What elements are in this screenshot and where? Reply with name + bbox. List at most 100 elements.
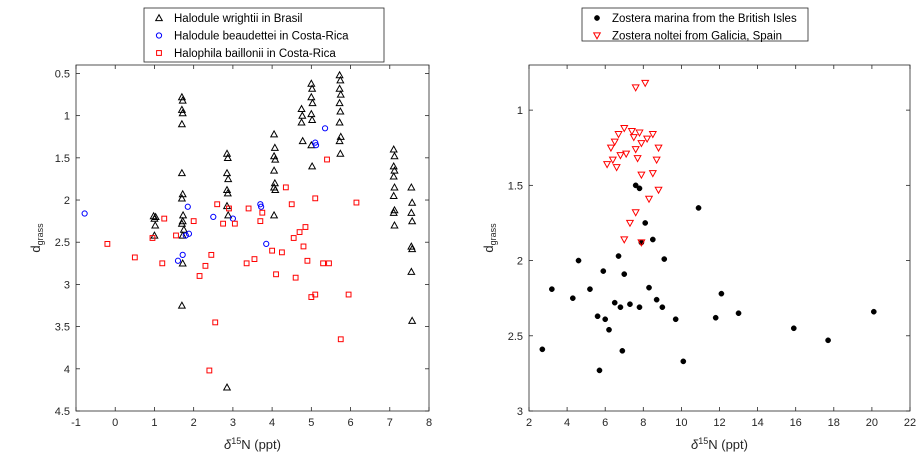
data-point xyxy=(620,236,629,244)
data-point xyxy=(231,220,238,227)
data-point xyxy=(304,257,311,264)
data-point xyxy=(389,208,398,216)
data-point xyxy=(600,268,607,274)
x-tick-label: -1 xyxy=(71,417,81,429)
data-point xyxy=(654,186,663,195)
data-point xyxy=(214,201,221,208)
data-point xyxy=(220,220,226,227)
data-point xyxy=(298,111,307,119)
data-point xyxy=(680,358,687,365)
data-point xyxy=(257,201,264,208)
legend: Zostera marina from the British Isles Zos… xyxy=(581,7,809,43)
data-point xyxy=(390,151,399,160)
data-point xyxy=(307,161,317,170)
data-point xyxy=(324,156,330,163)
data-point xyxy=(652,156,661,165)
data-point xyxy=(636,304,643,311)
data-point xyxy=(177,301,187,309)
data-point xyxy=(407,183,416,191)
data-point xyxy=(212,319,219,326)
data-point xyxy=(288,201,295,208)
data-point xyxy=(390,183,399,191)
data-point xyxy=(223,188,232,197)
data-point xyxy=(257,218,264,225)
data-point xyxy=(243,260,250,267)
data-point xyxy=(81,210,88,217)
legend-marker xyxy=(594,15,600,21)
x-tick-label: 4 xyxy=(564,417,570,429)
x-axis-label: δ15N (ppt) xyxy=(224,436,281,452)
data-point xyxy=(297,118,306,126)
x-tick-label: 18 xyxy=(828,417,840,429)
data-point xyxy=(620,125,629,133)
x-tick-label: 2 xyxy=(526,417,532,429)
data-point xyxy=(300,243,307,250)
data-point xyxy=(602,161,612,169)
data-point xyxy=(179,251,186,258)
data-point xyxy=(223,153,232,161)
data-point xyxy=(151,212,160,221)
y-tick-label: 2.5 xyxy=(55,237,70,249)
data-point xyxy=(161,215,168,222)
data-point xyxy=(307,92,316,101)
data-point xyxy=(407,242,416,250)
data-point xyxy=(178,258,187,267)
data-point xyxy=(610,138,619,147)
data-point xyxy=(177,92,187,101)
data-point xyxy=(245,205,252,212)
data-point xyxy=(337,336,344,343)
data-point xyxy=(178,216,187,225)
data-point xyxy=(390,166,399,174)
data-point xyxy=(614,131,623,139)
data-point xyxy=(569,295,576,302)
data-point xyxy=(642,135,652,144)
data-point xyxy=(629,134,638,142)
x-axis-label: δ15N (ppt) xyxy=(691,436,748,452)
data-point xyxy=(407,216,417,225)
data-point xyxy=(695,205,702,211)
data-point xyxy=(608,156,617,165)
data-point xyxy=(407,316,417,324)
legend-marker xyxy=(592,32,602,40)
data-point xyxy=(273,271,279,278)
data-point xyxy=(389,172,398,180)
data-point xyxy=(648,131,657,139)
data-point xyxy=(177,168,187,177)
data-point xyxy=(177,119,187,128)
data-point xyxy=(336,107,345,115)
data-point xyxy=(390,205,399,214)
x-axis-label-delta: δ xyxy=(224,437,232,452)
data-point xyxy=(631,84,640,92)
plot-area xyxy=(75,64,430,412)
legend-marker xyxy=(155,32,163,39)
data-point xyxy=(335,136,344,145)
data-point xyxy=(271,185,280,194)
legend-marker xyxy=(154,13,164,22)
data-point xyxy=(208,251,215,258)
legend-label: Halophila baillonii in Costa-Rica xyxy=(174,48,336,60)
data-point xyxy=(269,129,279,138)
data-point xyxy=(389,145,398,153)
data-point xyxy=(282,184,289,191)
data-point xyxy=(202,262,209,269)
x-tick-label: 1 xyxy=(151,417,157,429)
data-point xyxy=(637,171,646,180)
data-point xyxy=(307,109,316,118)
data-point xyxy=(177,105,187,113)
data-point xyxy=(631,146,640,154)
x-axis-label-sup: 15 xyxy=(698,436,708,446)
x-tick-label: 0 xyxy=(112,417,118,429)
data-point xyxy=(336,149,345,157)
x-tick-label: 3 xyxy=(230,417,236,429)
y-tick-label: 2 xyxy=(517,256,523,268)
data-point xyxy=(642,220,649,226)
x-tick-label: 5 xyxy=(308,417,314,429)
data-point xyxy=(321,125,329,132)
series-1 xyxy=(149,70,417,391)
data-point xyxy=(825,337,831,344)
data-point xyxy=(649,236,656,243)
data-point xyxy=(644,195,654,204)
legend-box xyxy=(581,7,809,42)
data-point xyxy=(335,118,344,126)
x-tick-label: 12 xyxy=(713,417,725,429)
